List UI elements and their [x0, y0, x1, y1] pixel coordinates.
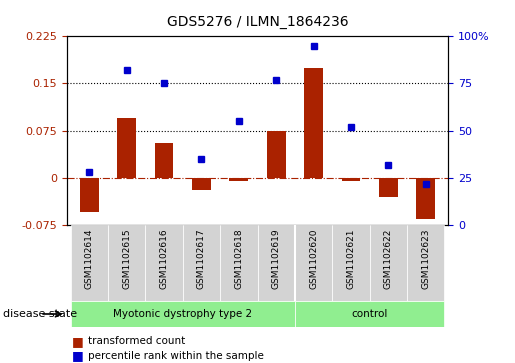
- Bar: [80, 178, 99, 212]
- Text: control: control: [351, 309, 388, 319]
- Bar: [416, 178, 435, 219]
- FancyBboxPatch shape: [370, 225, 407, 301]
- Bar: [379, 178, 398, 197]
- Bar: [154, 143, 174, 178]
- FancyBboxPatch shape: [145, 225, 183, 301]
- Text: transformed count: transformed count: [88, 336, 185, 346]
- Text: GSM1102614: GSM1102614: [85, 229, 94, 289]
- FancyBboxPatch shape: [295, 301, 444, 327]
- Text: GSM1102617: GSM1102617: [197, 229, 206, 290]
- Text: Myotonic dystrophy type 2: Myotonic dystrophy type 2: [113, 309, 252, 319]
- Text: GSM1102615: GSM1102615: [122, 229, 131, 290]
- Text: GSM1102621: GSM1102621: [347, 229, 355, 289]
- Bar: [230, 178, 248, 181]
- FancyBboxPatch shape: [332, 225, 370, 301]
- FancyBboxPatch shape: [407, 225, 444, 301]
- FancyBboxPatch shape: [295, 225, 332, 301]
- Text: ■: ■: [72, 349, 84, 362]
- Text: GSM1102616: GSM1102616: [160, 229, 168, 290]
- Text: GSM1102622: GSM1102622: [384, 229, 393, 289]
- Bar: [192, 178, 211, 191]
- Bar: [304, 68, 323, 178]
- Text: disease state: disease state: [3, 309, 77, 319]
- Text: GSM1102623: GSM1102623: [421, 229, 430, 289]
- Text: ■: ■: [72, 335, 84, 348]
- Bar: [117, 118, 136, 178]
- FancyBboxPatch shape: [220, 225, 258, 301]
- Text: GSM1102618: GSM1102618: [234, 229, 243, 290]
- Text: GSM1102620: GSM1102620: [309, 229, 318, 289]
- FancyBboxPatch shape: [183, 225, 220, 301]
- FancyBboxPatch shape: [108, 225, 145, 301]
- FancyBboxPatch shape: [71, 225, 108, 301]
- Text: GSM1102619: GSM1102619: [272, 229, 281, 290]
- Bar: [341, 178, 360, 181]
- Text: percentile rank within the sample: percentile rank within the sample: [88, 351, 264, 361]
- Bar: [267, 131, 285, 178]
- FancyBboxPatch shape: [71, 301, 295, 327]
- FancyBboxPatch shape: [258, 225, 295, 301]
- Text: GDS5276 / ILMN_1864236: GDS5276 / ILMN_1864236: [167, 15, 348, 29]
